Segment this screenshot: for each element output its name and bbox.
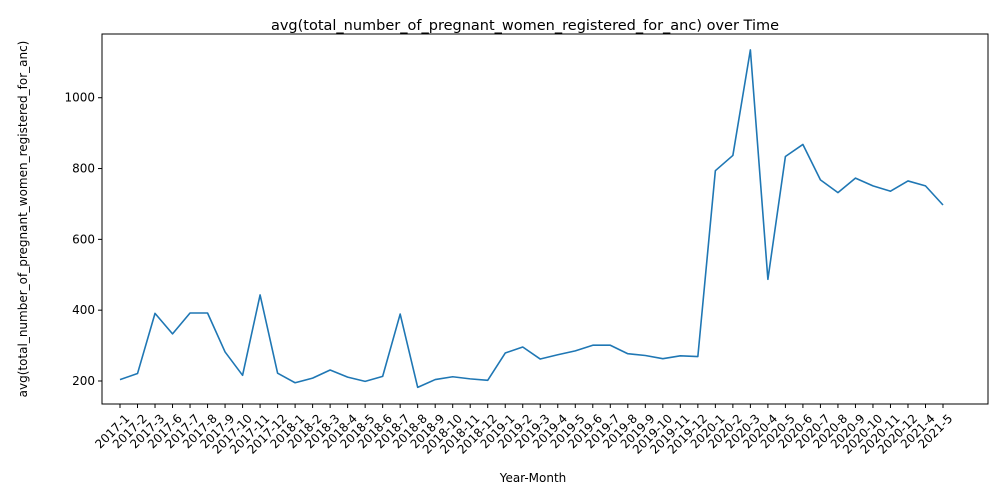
y-axis: 200 400 600 800 1000 [64, 91, 102, 388]
y-axis-title: avg(total_number_of_pregnant_women_regis… [16, 41, 30, 398]
y-tick-label: 400 [72, 303, 95, 317]
y-tick-label: 600 [72, 232, 95, 246]
plot-frame [101, 33, 989, 405]
chart-title: avg(total_number_of_pregnant_women_regis… [271, 18, 779, 34]
y-tick-label: 1000 [64, 91, 95, 105]
plot-area [101, 33, 989, 405]
y-tick-label: 800 [72, 162, 95, 176]
x-axis-title: Year-Month [499, 471, 567, 485]
series-line [119, 49, 944, 389]
y-tick-label: 200 [72, 374, 95, 388]
